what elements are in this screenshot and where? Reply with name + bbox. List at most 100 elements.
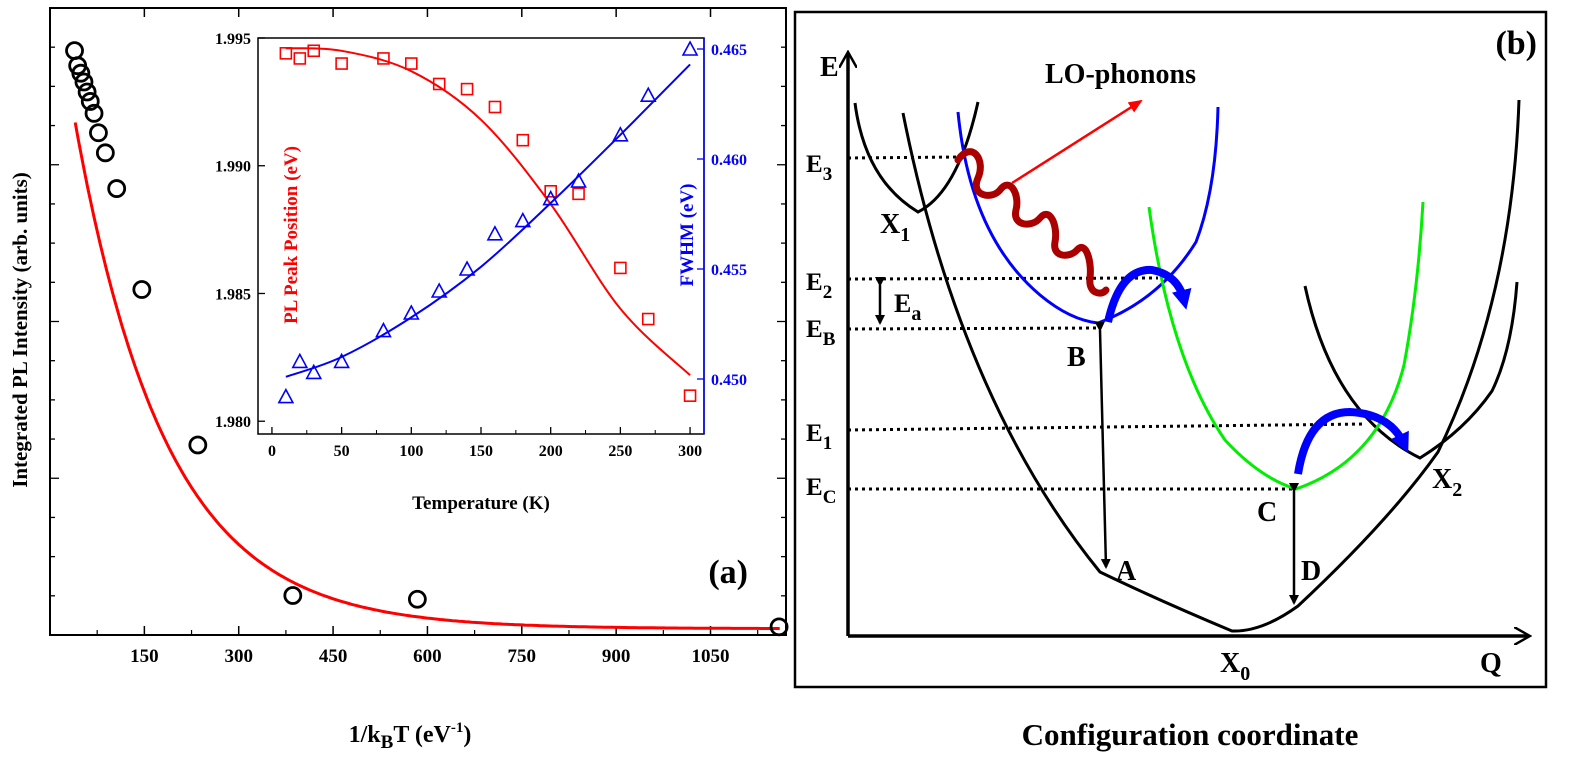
inset-xtick-label: 200 <box>539 443 563 460</box>
level-e1-line <box>847 422 1367 432</box>
inset-xtick-label: 0 <box>268 443 276 460</box>
inset-point-fwhm <box>375 321 392 338</box>
inset-ytick-left-label: 1.990 <box>215 159 251 176</box>
a-data-point <box>107 179 127 198</box>
a-data-point <box>95 143 115 163</box>
hop-arrow-b <box>1104 265 1192 323</box>
a-xtick-label: 300 <box>224 646 253 667</box>
inset-xtick-label: 50 <box>334 443 350 460</box>
a-xtick-label: 1050 <box>692 646 730 667</box>
a-data-point <box>74 72 94 92</box>
label-x0: X0 <box>1220 648 1250 685</box>
inset-point-fwhm <box>681 40 699 56</box>
x2-state-curve <box>1303 281 1519 460</box>
inset-ytick-right-label: 0.460 <box>711 152 747 169</box>
a-data-point <box>89 123 108 143</box>
level-e2-line <box>847 276 1159 281</box>
inset-point-fwhm <box>291 352 309 369</box>
a-data-point <box>283 586 303 605</box>
inset-point-peak <box>516 133 530 147</box>
inset-point-peak <box>488 100 502 114</box>
activation-label: Ea <box>894 289 921 325</box>
inset-ylabel-left: PL Peak Position (eV) <box>281 146 302 324</box>
inset-xtick-label: 100 <box>399 443 423 460</box>
panel-b: (b) E Q Configuration coordinate E3 E2 E… <box>793 10 1548 752</box>
a-xtick-label: 450 <box>319 646 348 667</box>
level-labels: E3 E2 EB E1 EC <box>806 151 836 508</box>
level-e3-line <box>847 155 961 160</box>
panel-a-points <box>65 41 789 637</box>
label-a: A <box>1116 556 1137 587</box>
axis-q-label: Q <box>1480 648 1502 679</box>
a-data-point <box>71 63 91 83</box>
panel-a-ticks: 150 300 450 600 750 900 1050 <box>50 7 786 667</box>
panel-b-frame <box>793 10 1548 689</box>
inset-point-peak <box>460 82 474 96</box>
inset-point-fwhm <box>542 189 560 206</box>
inset-point-fwhm <box>430 282 448 298</box>
ground-state-curve <box>901 99 1521 633</box>
inset-point-peak <box>335 57 348 70</box>
label-b: B <box>1067 342 1086 373</box>
inset-point-fwhm <box>570 172 587 188</box>
inset-series <box>277 40 699 404</box>
axis-e-label: E <box>820 52 839 83</box>
a-xtick-label: 750 <box>508 646 537 667</box>
level-e2: E2 <box>806 269 832 303</box>
inset-xtick-label: 300 <box>678 443 702 460</box>
transition-b-a <box>1094 321 1111 569</box>
inset-point-fwhm <box>514 211 532 228</box>
lo-phonon-wave <box>954 148 1110 297</box>
label-x1: X1 <box>880 209 910 246</box>
point-labels: X1 X0 X2 A B C D <box>880 209 1462 685</box>
panel-a-xlabel: 1/kBT (eV-1) <box>349 720 472 753</box>
inset-point-fwhm <box>486 225 504 241</box>
panel-a: 150 300 450 600 750 900 1050 (a) 1/kBT (eV-1) … <box>8 7 789 753</box>
inset-point-fwhm <box>402 304 420 320</box>
inset-ticks: 0 50 100 150 200 250 300 1.980 1.985 1.990 1.995 0.… <box>215 31 747 460</box>
inset-xtick-label: 250 <box>608 443 632 460</box>
a-data-point <box>80 92 100 111</box>
lo-phonon-arrow <box>1011 99 1143 185</box>
level-eb-line <box>847 326 1099 331</box>
inset-ytick-left-label: 1.985 <box>215 286 251 303</box>
a-data-point <box>77 82 97 102</box>
inset-ytick-left-label: 1.980 <box>215 414 251 431</box>
panel-a-label: (a) <box>708 554 748 591</box>
inset-ytick-right-label: 0.455 <box>711 262 747 279</box>
panel-b-label: (b) <box>1495 25 1537 62</box>
inset-point-peak <box>614 261 627 275</box>
inset-point-peak <box>279 47 293 60</box>
inset-xtick-label: 150 <box>469 443 493 460</box>
inset-frame <box>257 37 705 435</box>
inset-ytick-left-label: 1.995 <box>215 31 251 48</box>
inset-fit-peak <box>285 47 691 376</box>
inset-point-peak <box>572 187 585 201</box>
panel-b-xlabel: Configuration coordinate <box>1022 717 1359 752</box>
label-c: C <box>1257 497 1277 528</box>
hop-arrow-c <box>1294 407 1409 475</box>
inset-point-fwhm <box>305 363 323 380</box>
c-state-curve <box>1147 201 1425 491</box>
inset-chart: 0 50 100 150 200 250 300 1.980 1.985 1.990 1.995 0.… <box>215 31 747 514</box>
inset-point-peak <box>405 57 418 70</box>
inset-point-peak <box>293 52 307 65</box>
inset-ytick-right-label: 0.450 <box>711 372 747 389</box>
a-xtick-label: 900 <box>602 646 631 667</box>
a-fit-curve <box>73 122 780 630</box>
a-data-point <box>65 41 84 61</box>
level-e1: E1 <box>806 420 832 454</box>
a-data-point <box>188 435 208 455</box>
label-d: D <box>1301 556 1321 587</box>
inset-point-fwhm <box>277 387 295 404</box>
inset-point-fwhm <box>612 126 629 142</box>
a-data-point <box>132 280 152 299</box>
inset-point-peak <box>307 44 321 58</box>
inset-point-peak <box>377 52 390 65</box>
lo-phonons-label: LO-phonons <box>1045 59 1196 90</box>
label-x2: X2 <box>1432 464 1462 501</box>
panel-a-ylabel: Integrated PL Intensity (arb. units) <box>8 172 32 488</box>
inset-point-fwhm <box>458 260 476 276</box>
inset-ylabel-right: FWHM (eV) <box>677 184 698 287</box>
